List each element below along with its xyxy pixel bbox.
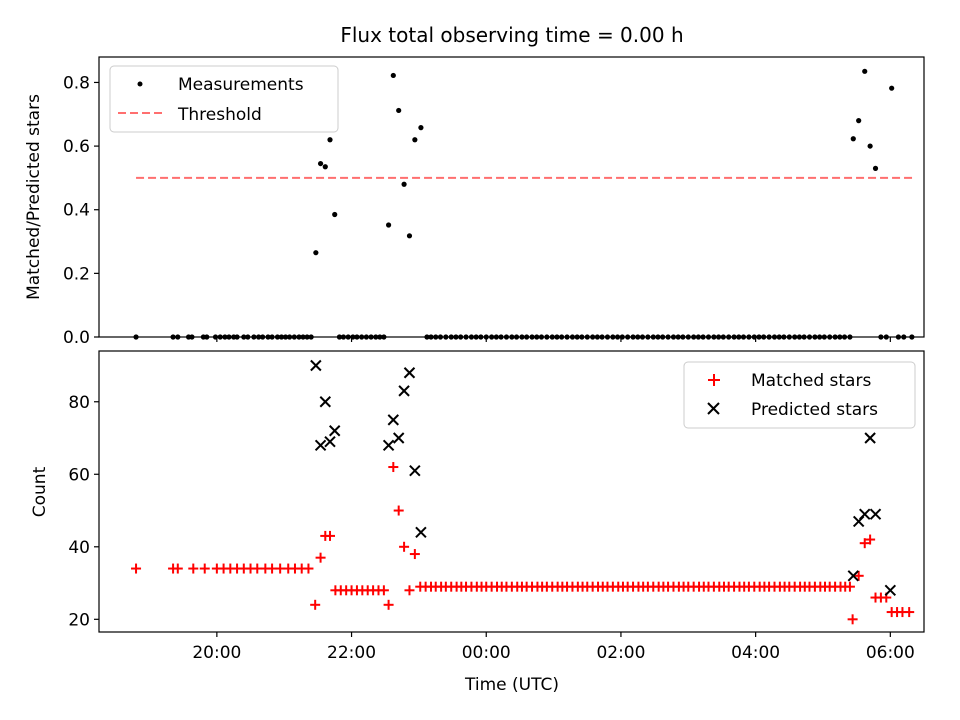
matched-star-point xyxy=(844,581,855,592)
measurement-point xyxy=(856,118,862,124)
count-axes-frame xyxy=(98,350,925,633)
matched-star-point xyxy=(325,530,335,541)
matched-star-point xyxy=(188,563,199,574)
matched-star-point xyxy=(404,585,415,596)
matched-star-point xyxy=(310,599,321,610)
measurement-point xyxy=(862,68,868,74)
predicted-star-point xyxy=(398,385,410,397)
measurement-point xyxy=(317,160,324,167)
matched-star-point xyxy=(865,534,876,545)
measurement-point xyxy=(418,125,424,131)
ratio-y-axis-label: Matched/Predicted stars xyxy=(24,94,44,300)
legend-marker-measurements xyxy=(137,81,143,87)
matched-star-point xyxy=(904,607,915,618)
count-y-tick-label: 40 xyxy=(68,538,90,558)
predicted-star-point xyxy=(387,414,400,426)
matched-star-point xyxy=(303,563,314,574)
matched-star-point xyxy=(315,552,326,563)
count-y-tick-label: 60 xyxy=(68,465,90,485)
predicted-star-point xyxy=(314,439,327,451)
ratio-y-tick-label: 0.0 xyxy=(63,328,90,348)
ratio-y-tick-label: 0.4 xyxy=(63,201,90,221)
matched-star-point xyxy=(853,570,864,581)
measurement-point xyxy=(322,164,328,170)
count-x-tick-label: 20:00 xyxy=(192,643,241,663)
ratio-y-tick-label: 0.6 xyxy=(63,137,90,157)
count-y-tick-label: 20 xyxy=(68,610,90,630)
matched-star-point xyxy=(131,563,142,574)
count-x-tick-label: 06:00 xyxy=(866,643,915,663)
legend-label-predicted: Predicted stars xyxy=(751,400,878,420)
matched-star-point xyxy=(393,505,404,516)
x-axis-label: Time (UTC) xyxy=(464,675,559,695)
predicted-star-point xyxy=(403,367,416,379)
predicted-star-point xyxy=(324,435,336,448)
measurement-point xyxy=(327,137,333,143)
predicted-star-point xyxy=(415,526,427,538)
predicted-star-point xyxy=(392,432,405,444)
predicted-star-point xyxy=(319,396,331,408)
predicted-star-point xyxy=(859,508,871,520)
count-x-tick-label: 04:00 xyxy=(731,643,780,663)
count-y-axis-label: Count xyxy=(30,466,50,517)
measurement-point xyxy=(412,137,418,143)
legend-label-matched: Matched stars xyxy=(751,371,871,391)
measurement-point xyxy=(889,85,895,91)
matched-star-point xyxy=(859,538,870,549)
matched-star-point xyxy=(388,462,399,473)
count-x-tick-label: 02:00 xyxy=(596,643,645,663)
count-x-tick-label: 22:00 xyxy=(327,643,376,663)
legend-marker-matched xyxy=(708,374,720,386)
predicted-star-point xyxy=(847,570,859,582)
matched-star-point xyxy=(378,585,389,596)
predicted-star-point xyxy=(884,584,897,597)
ratio-y-tick-label: 0.8 xyxy=(63,73,90,93)
ratio-panel: 0.0 0.2 0.4 0.6 0.8 Measurements Threshold M… xyxy=(24,56,925,348)
ratio-y-tick-label: 0.2 xyxy=(63,264,90,284)
count-x-tick-label: 00:00 xyxy=(462,643,511,663)
predicted-star-point xyxy=(329,425,341,437)
legend-marker-predicted xyxy=(707,402,720,415)
ratio-axes-frame xyxy=(98,56,925,338)
measurement-point xyxy=(401,181,407,187)
measurement-point xyxy=(385,222,392,228)
legend-label-threshold: Threshold xyxy=(177,105,262,125)
matched-star-point xyxy=(409,549,420,560)
measurement-point xyxy=(390,72,396,79)
measurement-point xyxy=(850,136,856,142)
measurement-point xyxy=(872,165,879,171)
predicted-star-point xyxy=(310,359,322,372)
matched-star-point xyxy=(383,599,394,610)
predicted-star-point xyxy=(864,432,876,444)
predicted-star-point xyxy=(869,508,882,520)
matched-star-point xyxy=(399,541,410,552)
measurement-point xyxy=(867,143,873,149)
predicted-star-point xyxy=(382,439,395,451)
predicted-star-point xyxy=(409,464,421,477)
ratio-legend: Measurements Threshold xyxy=(109,65,339,133)
measurement-point xyxy=(396,107,402,114)
chart-title: Flux total observing time = 0.00 h xyxy=(340,23,683,47)
count-y-tick-label: 80 xyxy=(68,393,90,413)
matched-star-point xyxy=(199,563,210,574)
matched-star-point xyxy=(847,614,858,625)
measurement-point xyxy=(313,250,319,256)
count-legend: Matched stars Predicted stars xyxy=(683,361,916,429)
measurement-point xyxy=(332,211,338,218)
matched-star-point xyxy=(172,563,183,574)
count-panel: 20 40 60 80 20:00 22:00 00:00 02:00 04:00 06:00 M… xyxy=(30,350,925,695)
legend-label-measurements: Measurements xyxy=(178,75,304,95)
measurement-point xyxy=(406,233,413,239)
